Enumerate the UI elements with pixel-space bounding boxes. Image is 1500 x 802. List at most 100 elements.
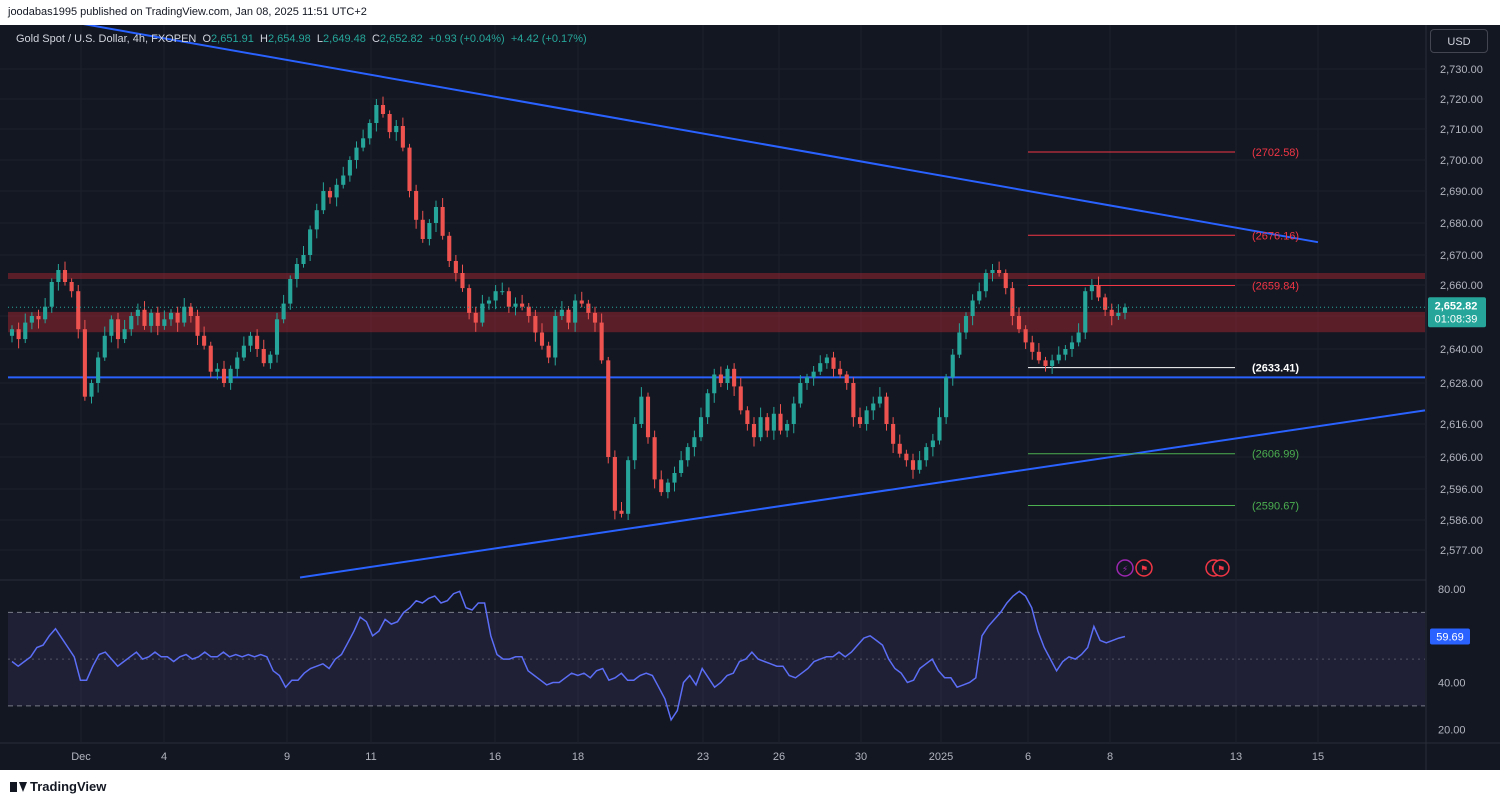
change-value-2: +4.42 (+0.17%) <box>510 33 587 45</box>
last-price-badge <box>1428 297 1486 328</box>
open-label: O <box>202 33 212 45</box>
price-tick-label: 2,730.00 <box>1440 64 1483 76</box>
last-price-label: 2,652.82 <box>1435 300 1478 312</box>
candle-body <box>433 207 439 223</box>
tradingview-logo-icon <box>10 782 27 792</box>
candle-body <box>76 291 81 330</box>
time-tick-label: 26 <box>773 751 785 763</box>
candle-body <box>248 335 253 346</box>
time-tick-label: 11 <box>365 751 376 763</box>
candle-body <box>493 291 498 301</box>
candle-body <box>559 309 564 316</box>
candle-body <box>241 345 246 358</box>
candle-body <box>36 316 41 320</box>
low-value: 2,649.48 <box>323 33 366 45</box>
time-tick-label: 16 <box>489 751 501 763</box>
candle-body <box>1096 285 1101 298</box>
candle-body <box>1030 342 1035 352</box>
candle-body <box>553 316 558 358</box>
candle-body <box>1116 312 1121 316</box>
candle-body <box>785 424 790 431</box>
candle-body <box>672 473 677 483</box>
low-label: L <box>316 33 324 45</box>
candle-body <box>804 377 810 383</box>
rsi-tick-label: 40.00 <box>1438 678 1466 690</box>
time-tick-label: 6 <box>1025 751 1031 763</box>
price-tick-label: 2,720.00 <box>1440 94 1483 106</box>
close-label: C <box>371 33 380 45</box>
candle-body <box>738 386 743 411</box>
candle-body <box>486 300 492 304</box>
candle-body <box>824 357 829 364</box>
time-tick-label: 2025 <box>929 751 953 763</box>
candle-body <box>626 460 631 514</box>
chart-frame[interactable]: Dec 4 9 11 16 18 23 26 30 2025 6 8 13 15 2,730.00 2,720… <box>0 25 1500 770</box>
price-tick-label: 2,710.00 <box>1440 124 1483 136</box>
candle-body <box>513 303 518 307</box>
candle-body <box>202 335 207 346</box>
candle-body <box>765 417 770 431</box>
candle-body <box>49 282 54 307</box>
candle-body <box>500 291 505 293</box>
chart-canvas[interactable]: Dec 4 9 11 16 18 23 26 30 2025 6 8 13 15 2,730.00 2,720… <box>0 25 1500 770</box>
currency-button[interactable]: USD <box>1430 29 1488 53</box>
tradingview-logo[interactable]: TradingView <box>10 779 106 794</box>
candle-body <box>308 229 313 255</box>
candle-body <box>175 312 180 323</box>
price-tick-label: 2,680.00 <box>1440 218 1483 230</box>
descending-trendline <box>83 25 1319 244</box>
candle-body <box>56 270 61 282</box>
candle-body <box>665 482 670 493</box>
candle-body <box>361 138 366 148</box>
candle-body <box>62 270 68 282</box>
candle-body <box>281 303 286 320</box>
candle-body <box>208 345 213 372</box>
candle-body <box>645 396 651 438</box>
candle-body <box>937 417 942 441</box>
level-label: (2590.67) <box>1252 501 1299 513</box>
candle-body <box>864 410 869 424</box>
candle-body <box>904 453 909 461</box>
candle-body <box>526 306 531 316</box>
candle-body <box>168 312 174 320</box>
candle-body <box>407 147 412 191</box>
candle-body <box>261 349 266 364</box>
candle-body <box>573 300 578 323</box>
price-tick-label: 2,640.00 <box>1440 344 1483 356</box>
level-label: (2676.16) <box>1252 230 1299 242</box>
candle-body <box>619 510 624 514</box>
candle-body <box>82 329 87 397</box>
candle-body <box>115 319 121 340</box>
candle-body <box>997 270 1002 273</box>
candle-body <box>652 437 657 480</box>
candle-body <box>539 332 545 346</box>
candle-body <box>274 319 280 355</box>
candle-body <box>473 312 478 323</box>
price-tick-label: 2,660.00 <box>1440 280 1483 292</box>
candle-body <box>705 393 710 418</box>
candle-body <box>367 123 372 139</box>
price-tick-label: 2,596.00 <box>1440 484 1483 496</box>
time-tick-label: 15 <box>1312 751 1324 763</box>
candle-body <box>294 264 299 279</box>
candle-body <box>698 417 704 438</box>
candle-body <box>23 322 28 340</box>
candle-body <box>877 396 882 404</box>
candle-body <box>440 207 445 236</box>
candle-body <box>910 460 916 470</box>
change-value: +0.93 (+0.04%) <box>428 33 505 45</box>
rsi-tick-label: 80.00 <box>1438 584 1466 596</box>
candle-body <box>844 374 849 383</box>
high-value: 2,654.98 <box>267 33 311 45</box>
candle-body <box>341 175 346 185</box>
candle-body <box>215 368 220 372</box>
rsi-last-label: 59.69 <box>1436 631 1464 643</box>
price-tick-label: 2,700.00 <box>1440 155 1483 167</box>
candle-body <box>838 368 843 375</box>
rsi-last-badge <box>1430 628 1470 645</box>
candle-body <box>745 410 750 424</box>
candle-body <box>102 335 107 358</box>
level-label: (2702.58) <box>1252 147 1299 159</box>
candle-body <box>506 291 511 307</box>
time-tick-label: 30 <box>855 751 867 763</box>
